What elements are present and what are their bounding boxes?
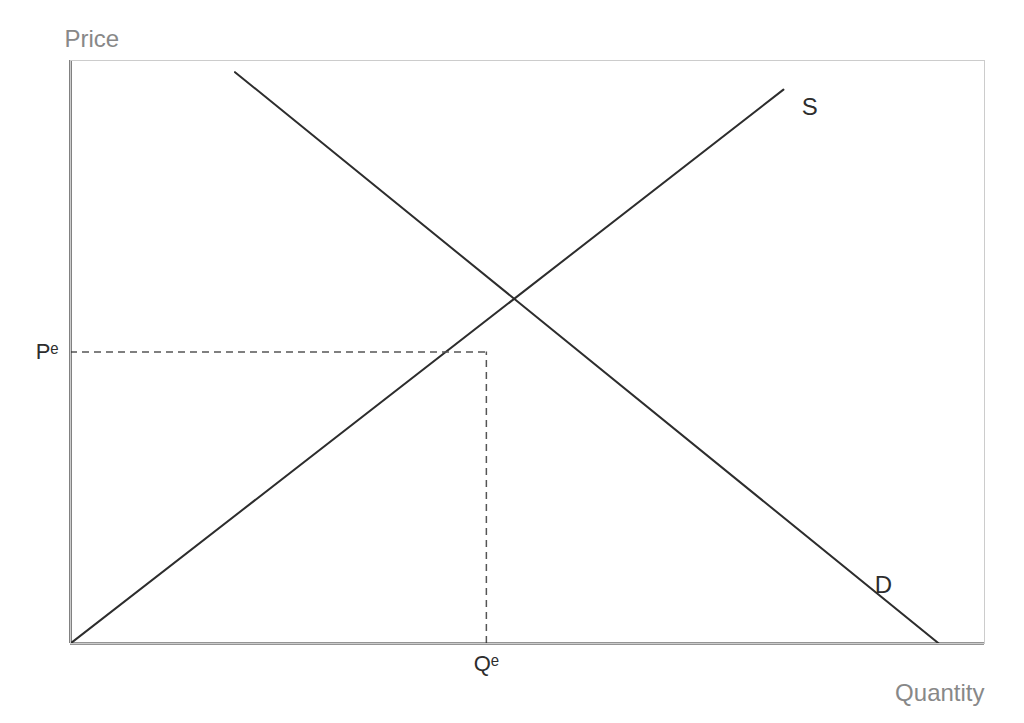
svg-text:Quantity: Quantity — [895, 679, 984, 706]
svg-text:Qᵉ: Qᵉ — [474, 651, 499, 676]
svg-text:Price: Price — [65, 25, 120, 52]
svg-text:D: D — [875, 571, 892, 598]
svg-text:Pᵉ: Pᵉ — [36, 339, 59, 364]
svg-text:S: S — [802, 93, 818, 120]
